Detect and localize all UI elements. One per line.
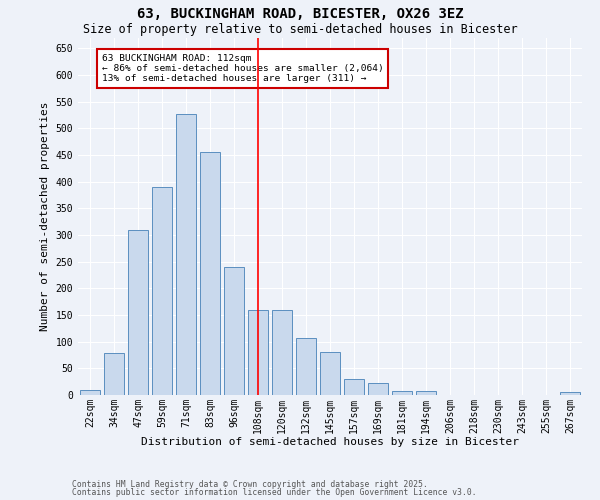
Text: 63 BUCKINGHAM ROAD: 112sqm
← 86% of semi-detached houses are smaller (2,064)
13%: 63 BUCKINGHAM ROAD: 112sqm ← 86% of semi…: [102, 54, 384, 84]
Bar: [368, 384, 388, 395]
Bar: [416, 390, 436, 395]
Bar: [200, 152, 220, 395]
Bar: [128, 230, 148, 395]
Bar: [296, 338, 316, 395]
Bar: [560, 392, 580, 395]
Text: Contains public sector information licensed under the Open Government Licence v3: Contains public sector information licen…: [72, 488, 476, 497]
X-axis label: Distribution of semi-detached houses by size in Bicester: Distribution of semi-detached houses by …: [141, 437, 519, 447]
Bar: [152, 187, 172, 395]
Bar: [392, 390, 412, 395]
Bar: [80, 390, 100, 395]
Bar: [176, 114, 196, 395]
Text: 63, BUCKINGHAM ROAD, BICESTER, OX26 3EZ: 63, BUCKINGHAM ROAD, BICESTER, OX26 3EZ: [137, 8, 463, 22]
Text: Size of property relative to semi-detached houses in Bicester: Size of property relative to semi-detach…: [83, 22, 517, 36]
Bar: [320, 352, 340, 395]
Text: Contains HM Land Registry data © Crown copyright and database right 2025.: Contains HM Land Registry data © Crown c…: [72, 480, 428, 489]
Bar: [248, 310, 268, 395]
Bar: [344, 379, 364, 395]
Y-axis label: Number of semi-detached properties: Number of semi-detached properties: [40, 102, 50, 331]
Bar: [224, 267, 244, 395]
Bar: [104, 354, 124, 395]
Bar: [272, 310, 292, 395]
